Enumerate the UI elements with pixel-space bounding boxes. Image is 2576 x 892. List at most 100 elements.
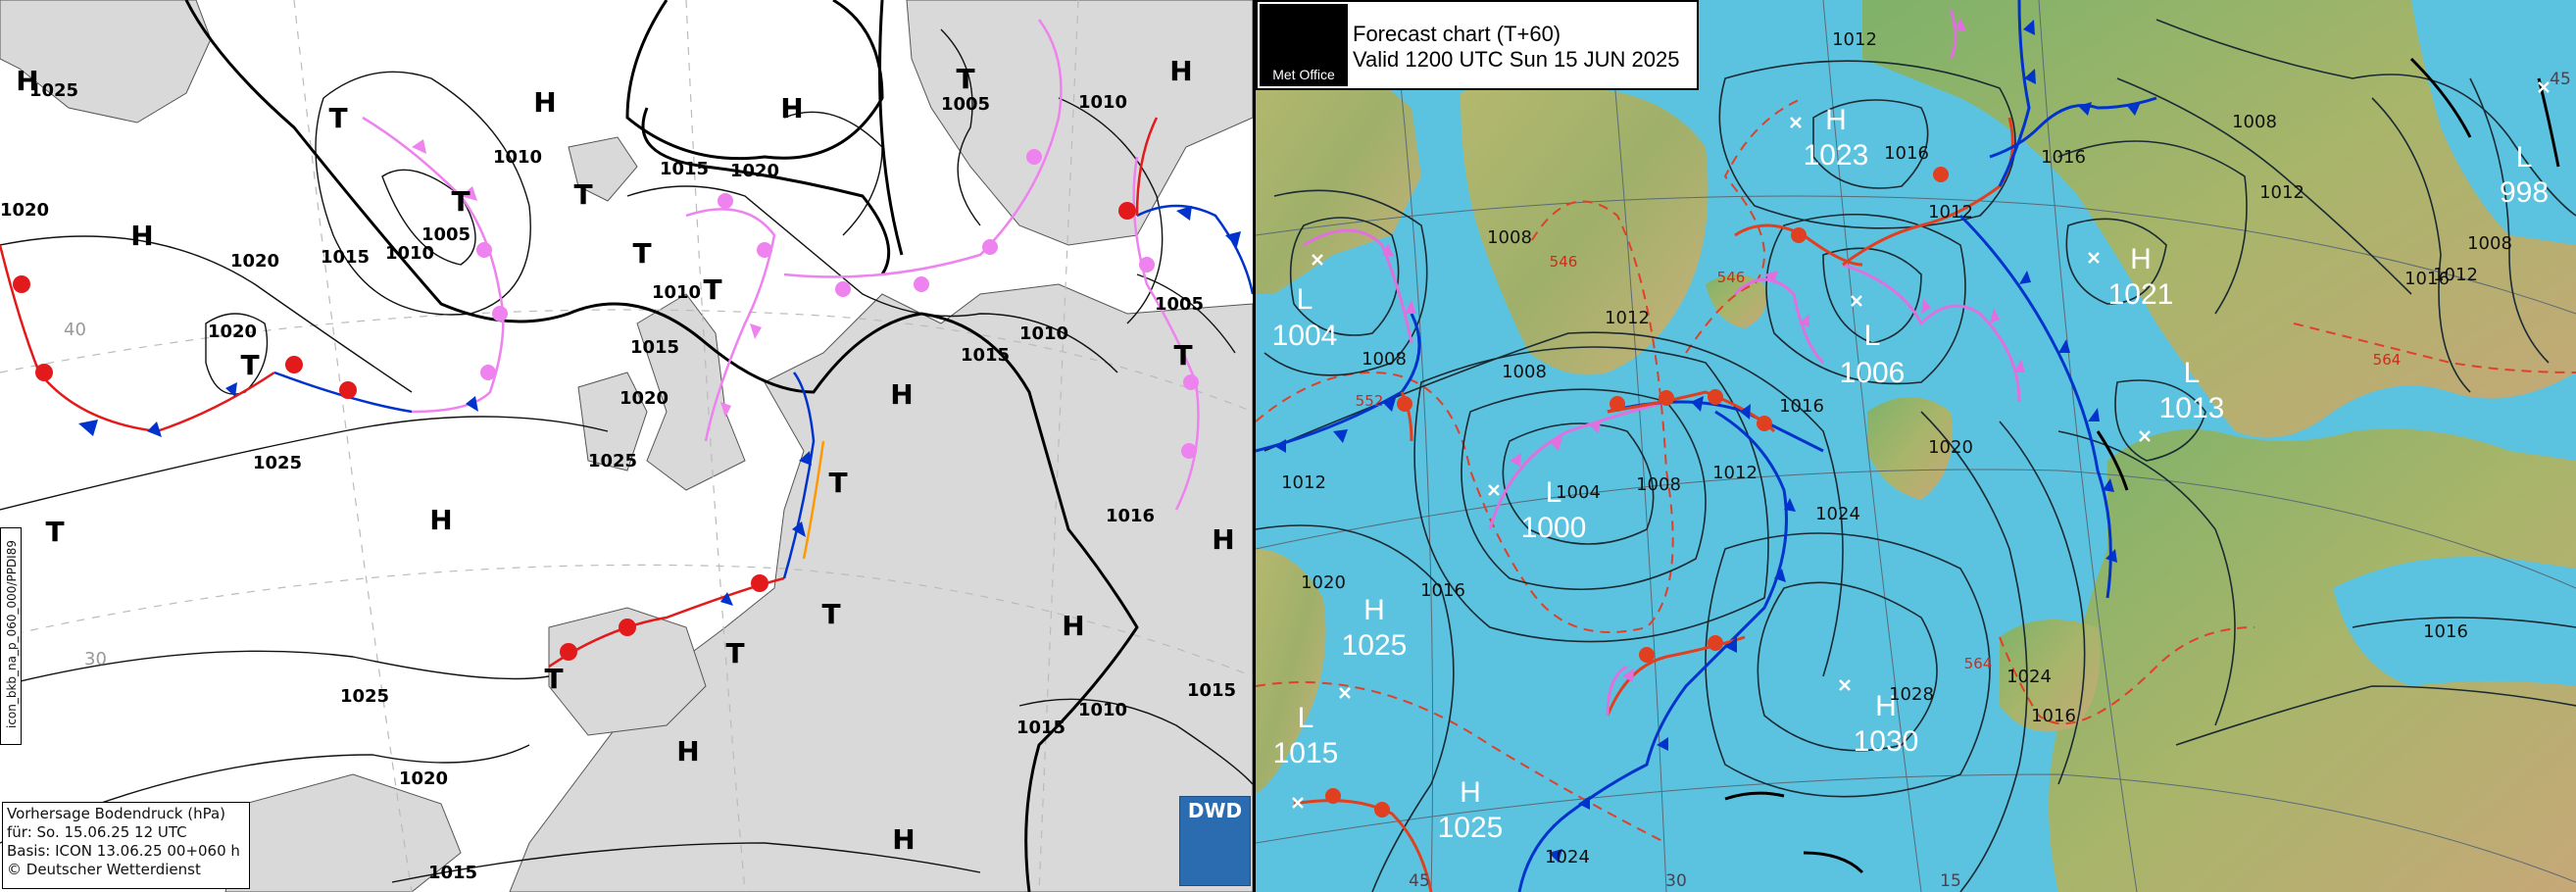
pressure-center-letter: H bbox=[2130, 243, 2152, 275]
pressure-center: T bbox=[544, 663, 563, 695]
pressure-center-value: 1006 bbox=[1840, 357, 1906, 389]
mo-centers: H 1023 L 1004 L 1006 H 1021 L 1013 L 998… bbox=[1272, 104, 2549, 844]
isobar-label: 1005 bbox=[1155, 294, 1204, 315]
dwd-fronts bbox=[0, 19, 1253, 669]
dwd-logo-text: DWD bbox=[1187, 799, 1243, 822]
metoffice-title: Forecast chart (T+60) bbox=[1353, 22, 1561, 46]
grid-label: 30 bbox=[84, 649, 107, 669]
pressure-center-value: 1013 bbox=[2159, 392, 2225, 424]
mo-grid-labels: 45 30 45 15 bbox=[1409, 70, 2571, 891]
pressure-center: H bbox=[676, 735, 699, 768]
isobar-label: 1005 bbox=[421, 224, 471, 245]
pressure-center-value: 1004 bbox=[1272, 320, 1338, 352]
iceland-land bbox=[568, 136, 638, 202]
mo-isobars bbox=[1256, 19, 2576, 892]
metoffice-map: H 1023 L 1004 L 1006 H 1021 L 1013 L 998… bbox=[1256, 0, 2576, 892]
pressure-center-value: 1023 bbox=[1804, 139, 1869, 172]
iberia-land bbox=[2000, 619, 2101, 732]
pressure-center-letter: H bbox=[1875, 690, 1897, 722]
baltic-sea bbox=[2411, 0, 2576, 245]
pressure-center: T bbox=[821, 598, 840, 630]
dwd-info-box: Vorhersage Bodendruck (hPa) für: So. 15.… bbox=[2, 802, 250, 889]
scandinavia-land bbox=[906, 0, 1253, 246]
pressure-center: T bbox=[632, 237, 651, 270]
dwd-logo: DWD bbox=[1179, 796, 1251, 886]
thickness-label: 552 bbox=[1356, 392, 1384, 410]
pressure-center: T bbox=[1173, 339, 1192, 372]
grid-label: 15 bbox=[1940, 871, 1961, 891]
dwd-info-line: Vorhersage Bodendruck (hPa) bbox=[7, 805, 226, 822]
dwd-grid-labels: 40 30 bbox=[64, 320, 107, 669]
pressure-center-value: 1021 bbox=[2108, 278, 2174, 311]
mo-isobar-labels: 1012 1008 1008 1012 1016 1012 1016 1008 … bbox=[1281, 29, 2512, 867]
north-america-land bbox=[1256, 549, 1326, 794]
dwd-info-line: © Deutscher Wetterdienst bbox=[7, 861, 201, 878]
isobar-label: 1010 bbox=[1019, 323, 1068, 344]
dwd-info-line: für: So. 15.06.25 12 UTC bbox=[7, 823, 187, 841]
isobar-label: 1025 bbox=[29, 80, 78, 101]
pressure-center-letter: L bbox=[2516, 141, 2533, 173]
scandinavia-land bbox=[1862, 0, 2576, 438]
isobar-label: 1016 bbox=[2031, 706, 2076, 726]
ireland-land bbox=[577, 372, 648, 471]
isobar-label: 1008 bbox=[2232, 112, 2277, 132]
pressure-center: H bbox=[1062, 610, 1084, 642]
greenland-land bbox=[0, 0, 212, 124]
pressure-center-value: 1025 bbox=[1438, 812, 1504, 844]
mediterranean-sea bbox=[2333, 557, 2576, 686]
isobar-label: 1012 bbox=[1832, 29, 1877, 50]
pressure-center-value: 1015 bbox=[1273, 737, 1339, 769]
isobar-label: 1010 bbox=[385, 243, 434, 264]
isobar-label: 1008 bbox=[1636, 474, 1681, 495]
pressure-center: T bbox=[573, 178, 592, 211]
pressure-center-letter: L bbox=[1864, 320, 1881, 352]
isobar-label: 1012 bbox=[2433, 265, 2478, 285]
pressure-center-letter: L bbox=[2184, 357, 2201, 389]
isobar-label: 1020 bbox=[208, 322, 257, 342]
isobar-label: 1020 bbox=[619, 388, 669, 409]
pressure-center-value: 1000 bbox=[1521, 512, 1587, 544]
grid-label: 45 bbox=[1409, 871, 1430, 891]
pressure-center: T bbox=[956, 63, 974, 95]
isobar-label: 1020 bbox=[399, 768, 448, 789]
pressure-center: T bbox=[828, 467, 847, 499]
metoffice-valid-time: Valid 1200 UTC Sun 15 JUN 2025 bbox=[1353, 47, 1680, 72]
isobar-label: 1015 bbox=[660, 159, 709, 179]
thickness-label: 546 bbox=[1550, 253, 1578, 271]
isobar-label: 1012 bbox=[1928, 202, 1973, 223]
isobar-label: 1012 bbox=[2259, 182, 2304, 203]
isobar-label: 1020 bbox=[1301, 572, 1346, 593]
pressure-center: H bbox=[1212, 523, 1234, 556]
isobar-label: 1010 bbox=[1078, 92, 1127, 113]
pressure-center: T bbox=[240, 349, 259, 381]
mo-thickness-labels: 546 546 552 564 564 bbox=[1356, 253, 2402, 672]
pressure-center: H bbox=[429, 504, 452, 536]
mo-fronts bbox=[1256, 0, 2157, 892]
isobar-label: 1024 bbox=[1815, 504, 1860, 524]
pressure-center: H bbox=[780, 92, 803, 124]
europe-land bbox=[509, 283, 1253, 892]
iceland-land bbox=[1706, 274, 1767, 328]
isobar-label: 1015 bbox=[961, 345, 1010, 366]
isobar-label: 1010 bbox=[1078, 700, 1127, 720]
dwd-isobar-labels: 1025 1020 1020 1015 1010 1010 1005 1015 … bbox=[0, 80, 1236, 883]
isobar-label: 1016 bbox=[1106, 506, 1155, 526]
grid-label: 40 bbox=[64, 320, 86, 340]
isobar-label: 1005 bbox=[941, 94, 990, 115]
isobar-label: 1015 bbox=[1187, 680, 1236, 701]
pressure-center: H bbox=[533, 86, 556, 119]
pressure-center-value: 1025 bbox=[1342, 629, 1408, 662]
isobar-label: 1008 bbox=[2467, 233, 2512, 254]
pressure-center-value: 998 bbox=[2500, 176, 2549, 209]
isobar-label: 1020 bbox=[230, 251, 279, 272]
dwd-product-code: icon_bkb_na_p_060_000/PPDI89 bbox=[5, 540, 19, 729]
pressure-center-value: 1030 bbox=[1854, 725, 1919, 758]
isobar-label: 1028 bbox=[1889, 684, 1934, 705]
pressure-center: H bbox=[890, 378, 913, 411]
isobar-label: 1015 bbox=[321, 247, 370, 268]
isobar-label: 1020 bbox=[0, 200, 49, 221]
canada-land bbox=[1256, 59, 1421, 294]
pressure-center: T bbox=[45, 516, 64, 548]
isobar-label: 1010 bbox=[652, 282, 701, 303]
